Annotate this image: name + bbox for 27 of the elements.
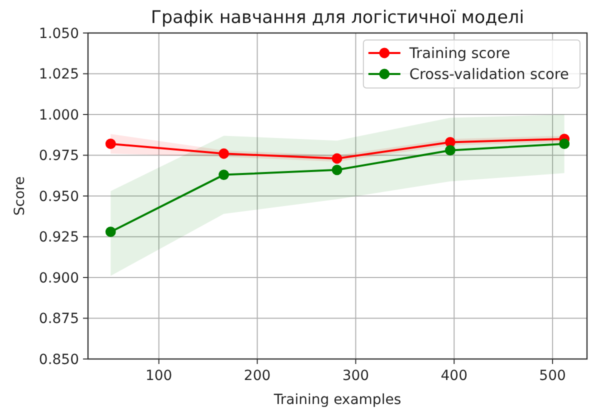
- y-tick-label: 0.950: [38, 188, 79, 205]
- point: [105, 138, 116, 150]
- x-tick-label: 400: [440, 368, 468, 384]
- y-tick-label: 0.875: [38, 311, 79, 328]
- y-tick-label: 1.000: [38, 107, 79, 124]
- chart-title: Графік навчання для логістичної моделі: [150, 8, 524, 28]
- y-axis-title: Score: [12, 176, 28, 216]
- y-tick-label: 0.925: [38, 230, 79, 246]
- point: [444, 145, 456, 156]
- x-tick-label: 300: [342, 368, 370, 384]
- legend-label: Training score: [408, 46, 510, 62]
- x-tick-label: 100: [145, 368, 172, 384]
- x-tick-label: 500: [539, 368, 566, 384]
- point: [332, 164, 342, 176]
- y-tick-label: 1.025: [38, 66, 79, 83]
- x-axis-title: Training examples: [272, 392, 402, 408]
- point: [332, 153, 342, 164]
- legend-label: Cross-validation score: [409, 67, 570, 84]
- point: [218, 170, 230, 180]
- y-tick-label: 0.900: [38, 270, 79, 286]
- y-tick-label: 0.850: [38, 352, 79, 368]
- x-tick-label: 200: [244, 368, 271, 384]
- y-tick-label: 0.975: [38, 148, 79, 164]
- y-tick-label: 1.050: [38, 26, 79, 42]
- point: [105, 226, 116, 238]
- point: [559, 138, 570, 150]
- point: [218, 148, 230, 159]
